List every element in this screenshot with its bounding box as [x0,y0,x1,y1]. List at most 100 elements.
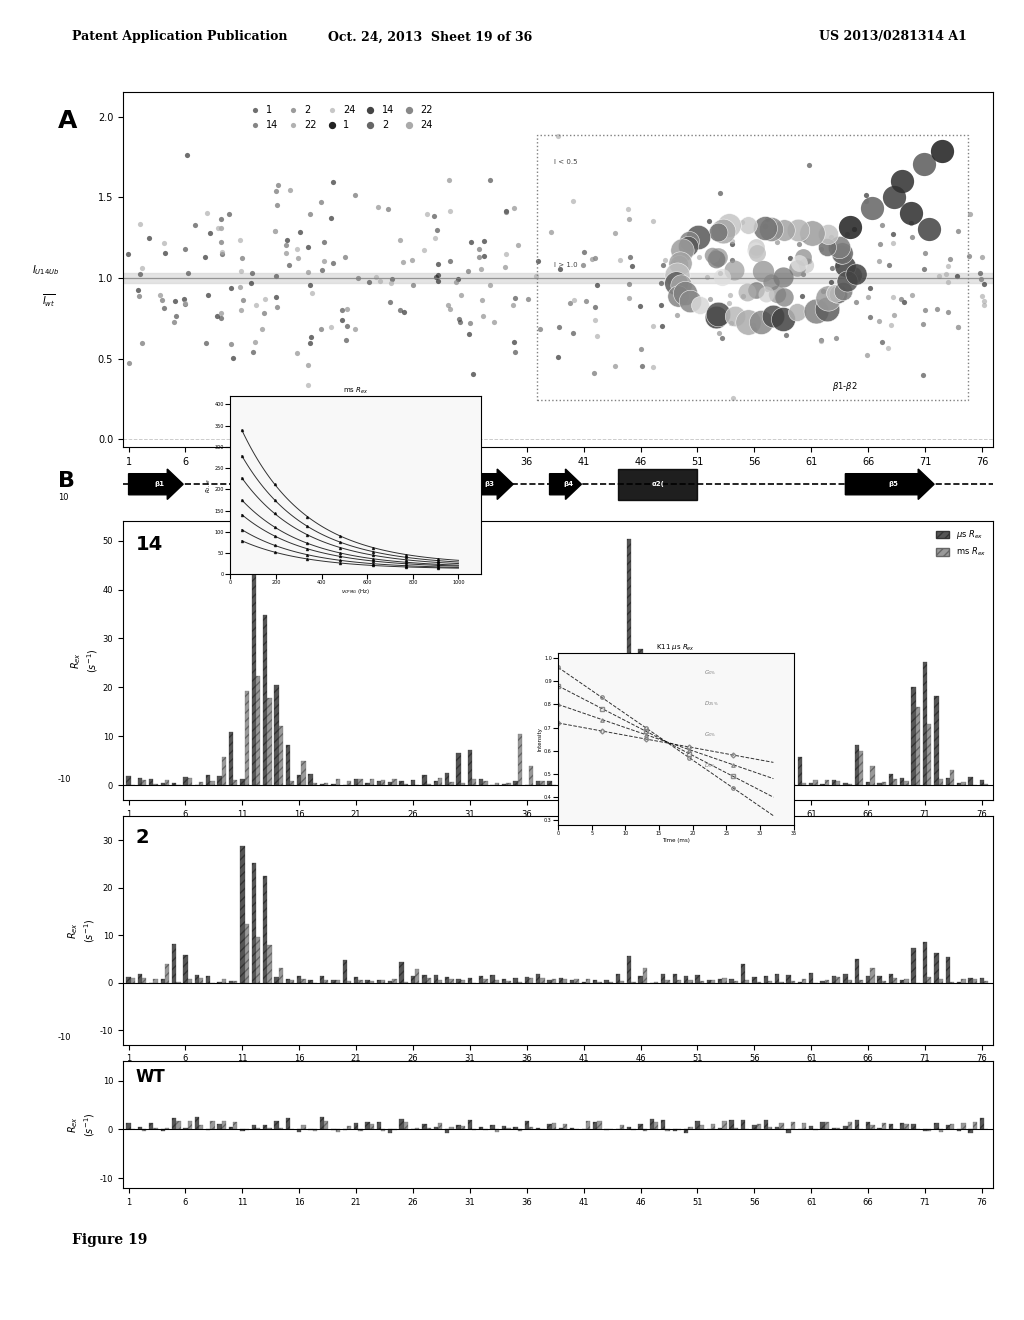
Bar [536,781,541,785]
Bar [241,846,245,983]
Bar [445,774,450,785]
1 [450,268,466,289]
Bar [325,783,329,785]
Bar [843,1126,848,1130]
Bar [422,775,427,785]
Point [727,306,743,327]
Bar [882,1123,886,1130]
22 [543,222,559,243]
24 [644,356,660,378]
Bar [559,775,563,785]
2 [313,319,330,341]
24 [427,227,443,248]
24 [441,201,458,222]
14 [314,260,331,281]
Point [746,239,763,260]
14 [361,272,378,293]
Point [710,247,726,268]
Bar [256,1127,260,1130]
2 [234,290,251,312]
22 [962,203,978,224]
Bar [358,779,362,785]
2 [734,211,751,232]
Bar [984,981,988,983]
Bar [900,779,904,785]
1 [653,294,670,315]
Bar [297,1130,301,1133]
Text: β5: β5 [888,482,898,487]
22 [266,220,283,242]
FancyArrow shape [231,469,297,499]
Point [765,305,781,326]
Bar [427,978,431,983]
Bar [764,1119,768,1130]
Bar [536,1129,541,1130]
14 [712,182,728,203]
24 [937,263,953,284]
Bar [506,783,511,785]
14 [668,252,684,273]
Bar [604,781,608,785]
1 [823,271,840,292]
Bar [245,690,249,785]
Bar [870,1125,874,1130]
2 [269,194,286,215]
2 [212,231,228,252]
Bar [643,719,647,785]
Bar [802,783,806,785]
Bar [347,1126,351,1130]
Bar [699,981,703,983]
22 [370,197,386,218]
22 [300,354,316,375]
Point [748,236,764,257]
22 [441,170,458,191]
Point [791,252,807,273]
Text: Figure 19: Figure 19 [72,1233,147,1247]
14 [180,263,197,284]
24 [724,230,740,251]
Bar [403,1122,409,1130]
Bar [597,783,601,785]
24 [885,232,901,253]
Bar [450,781,454,785]
Bar [753,977,757,983]
Bar [813,780,818,785]
2 [380,198,396,219]
1 [506,331,522,352]
24 [823,226,840,247]
Bar [980,780,984,785]
Bar [957,784,962,785]
14 [339,315,355,337]
Bar [199,781,204,785]
Bar [866,783,870,785]
2 [471,247,487,268]
Bar [529,766,534,785]
Bar [154,784,158,785]
Bar [775,1127,779,1130]
Bar [904,979,908,983]
24 [199,202,215,223]
24 [134,257,151,279]
Bar [911,948,915,983]
Bar [764,777,768,785]
1 [464,364,480,385]
Bar [563,780,567,785]
Bar [904,1123,908,1130]
Bar [490,1125,495,1130]
Bar [740,781,745,785]
Bar [233,780,238,785]
22 [497,256,513,277]
FancyArrow shape [550,469,582,499]
Bar [548,1123,552,1130]
Y-axis label: $R_{ex}$
$(s^{-1})$: $R_{ex}$ $(s^{-1})$ [66,919,97,942]
Bar [666,1130,670,1131]
Bar [312,1130,317,1131]
Bar [802,978,806,983]
14 [441,249,458,271]
Point [788,302,805,323]
22 [254,318,270,339]
2 [278,235,294,256]
14 [268,265,285,286]
Bar [945,779,950,785]
Bar [980,978,984,983]
